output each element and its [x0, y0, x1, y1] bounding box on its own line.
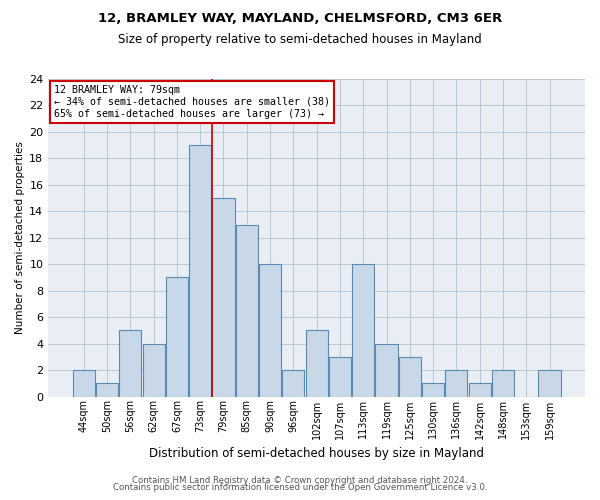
Bar: [236, 224, 258, 396]
Text: Size of property relative to semi-detached houses in Mayland: Size of property relative to semi-detach…: [118, 32, 482, 46]
Bar: [538, 370, 560, 396]
Bar: [73, 370, 95, 396]
Bar: [212, 198, 235, 396]
Text: Contains HM Land Registry data © Crown copyright and database right 2024.: Contains HM Land Registry data © Crown c…: [132, 476, 468, 485]
Bar: [143, 344, 164, 396]
Bar: [305, 330, 328, 396]
Text: Contains public sector information licensed under the Open Government Licence v3: Contains public sector information licen…: [113, 484, 487, 492]
Bar: [445, 370, 467, 396]
Text: 12 BRAMLEY WAY: 79sqm
← 34% of semi-detached houses are smaller (38)
65% of semi: 12 BRAMLEY WAY: 79sqm ← 34% of semi-deta…: [53, 86, 329, 118]
Bar: [329, 357, 351, 397]
Bar: [492, 370, 514, 396]
Bar: [166, 278, 188, 396]
Y-axis label: Number of semi-detached properties: Number of semi-detached properties: [15, 142, 25, 334]
Bar: [399, 357, 421, 397]
Bar: [189, 145, 211, 397]
Bar: [422, 384, 444, 396]
Bar: [259, 264, 281, 396]
Text: 12, BRAMLEY WAY, MAYLAND, CHELMSFORD, CM3 6ER: 12, BRAMLEY WAY, MAYLAND, CHELMSFORD, CM…: [98, 12, 502, 26]
Bar: [282, 370, 304, 396]
Bar: [119, 330, 142, 396]
Bar: [96, 384, 118, 396]
Bar: [469, 384, 491, 396]
X-axis label: Distribution of semi-detached houses by size in Mayland: Distribution of semi-detached houses by …: [149, 447, 484, 460]
Bar: [376, 344, 398, 396]
Bar: [352, 264, 374, 396]
